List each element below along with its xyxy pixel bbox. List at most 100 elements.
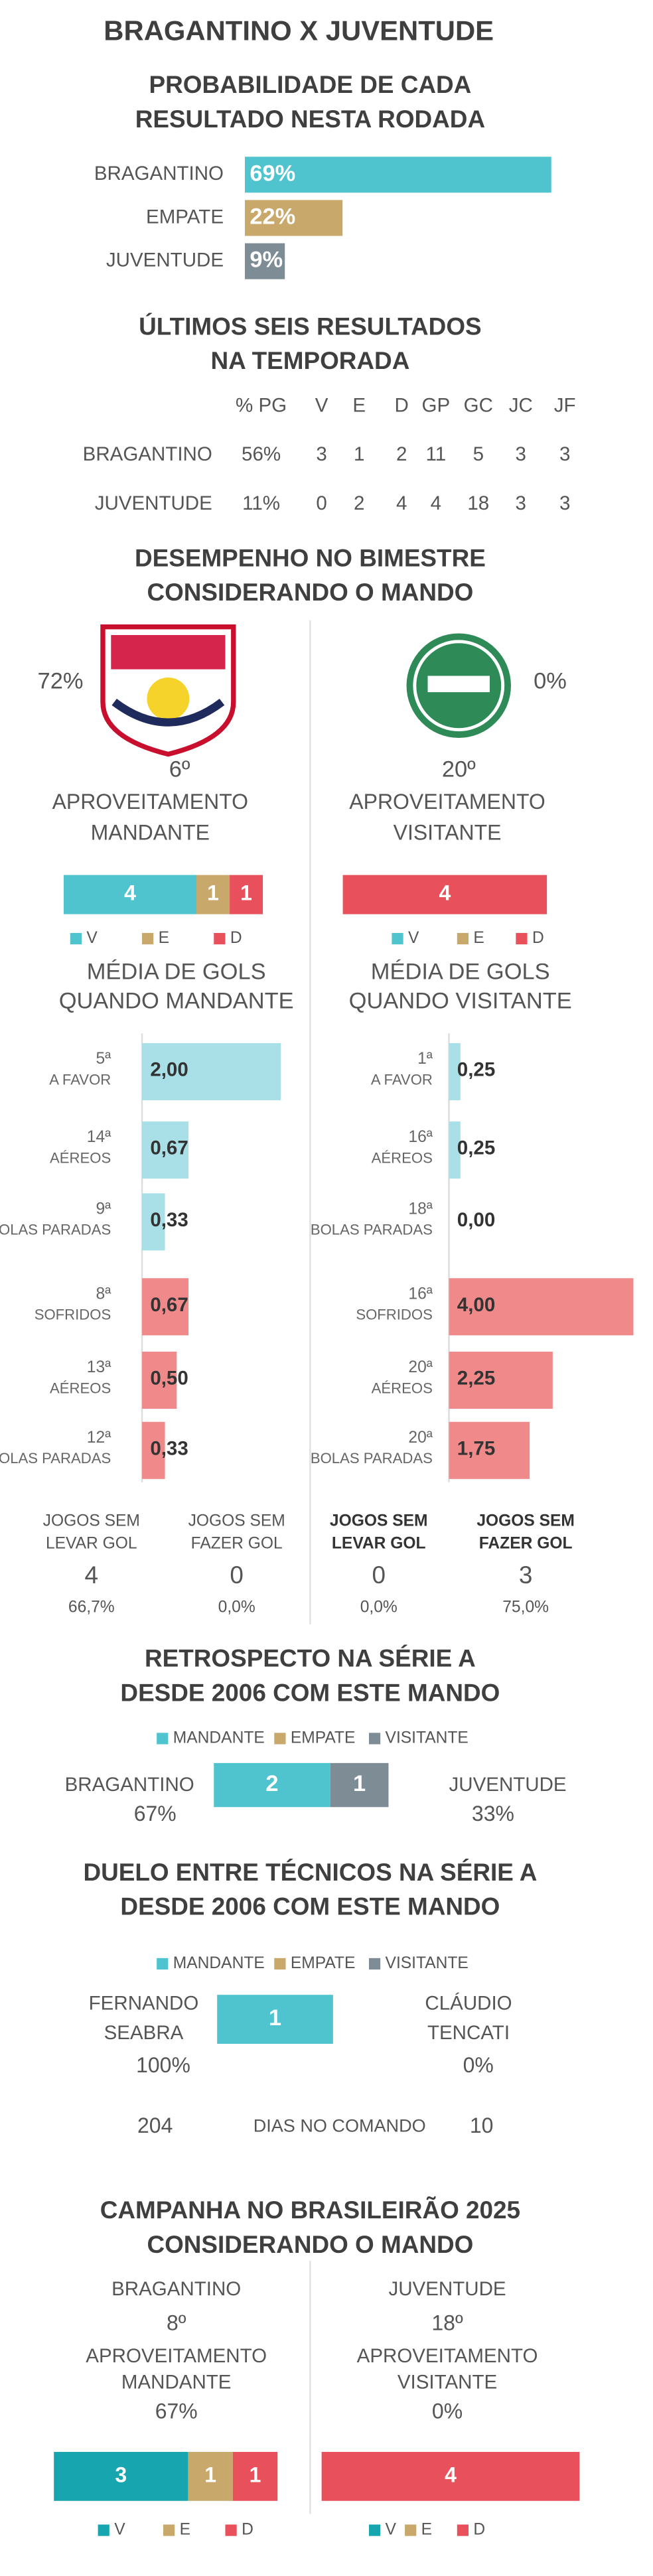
category-label: JUVENTUDE bbox=[106, 249, 224, 271]
legend-swatch bbox=[392, 932, 403, 945]
coach-name: SEABRA bbox=[104, 2022, 184, 2044]
goal-label: BOLAS PARADAS bbox=[0, 1222, 111, 1238]
legend-swatch bbox=[457, 2524, 469, 2536]
segment-label: 4 bbox=[439, 881, 451, 905]
section-title: CONSIDERANDO O MANDO bbox=[147, 579, 473, 606]
table-cell: 5 bbox=[473, 443, 484, 465]
clean-value: 0 bbox=[230, 1561, 244, 1589]
section-title: DESEMPENHO NO BIMESTRE bbox=[135, 545, 486, 572]
goal-rank: 8ª bbox=[96, 1285, 111, 1303]
section-title: CAMPANHA NO BRASILEIRÃO 2025 bbox=[100, 2196, 520, 2224]
goal-value: 2,25 bbox=[457, 1368, 495, 1390]
goal-value: 0,00 bbox=[457, 1209, 495, 1231]
rank-label: MANDANTE bbox=[121, 2371, 232, 2393]
column-header: JC bbox=[509, 394, 533, 416]
goal-bar bbox=[449, 1351, 553, 1409]
goal-rank: 9ª bbox=[96, 1200, 111, 1218]
legend-label: D bbox=[230, 929, 242, 947]
goal-rank: 13ª bbox=[87, 1358, 111, 1376]
bar-segment bbox=[330, 1762, 389, 1808]
bar-segment bbox=[214, 1762, 330, 1808]
segment-label: 1 bbox=[269, 2005, 281, 2031]
percent: 100% bbox=[136, 2053, 190, 2077]
percent: 67% bbox=[155, 2399, 198, 2423]
table-cell: 1 bbox=[354, 443, 364, 465]
goal-label: AÉREOS bbox=[50, 1380, 111, 1396]
legend-swatch bbox=[368, 1733, 381, 1745]
table-cell: 3 bbox=[559, 443, 570, 465]
goal-rank: 16ª bbox=[408, 1128, 433, 1146]
percent: 0% bbox=[432, 2399, 463, 2423]
category-label: BRAGANTINO bbox=[94, 163, 224, 184]
bar bbox=[245, 157, 551, 193]
bar-segment bbox=[342, 875, 547, 914]
legend-label: E bbox=[473, 929, 484, 947]
legend-swatch bbox=[157, 1958, 169, 1970]
goal-label: AÉREOS bbox=[372, 1380, 433, 1396]
clean-label: JOGOS SEM bbox=[330, 1512, 428, 1530]
goals-title: QUANDO VISITANTE bbox=[349, 989, 572, 1014]
legend-label: EMPATE bbox=[291, 1729, 355, 1747]
rank-label: APROVEITAMENTO bbox=[349, 790, 545, 814]
legend-swatch bbox=[274, 1733, 286, 1745]
percent: 67% bbox=[134, 1802, 177, 1825]
legend-swatch bbox=[225, 2524, 237, 2536]
days: 10 bbox=[470, 2113, 494, 2137]
section-title: CONSIDERANDO O MANDO bbox=[147, 2231, 473, 2258]
goals-title: MÉDIA DE GOLS bbox=[87, 958, 266, 984]
category-label: EMPATE bbox=[146, 206, 224, 228]
goal-bar bbox=[142, 1121, 189, 1179]
value-label: 22% bbox=[250, 204, 295, 230]
section-title: DUELO ENTRE TÉCNICOS NA SÉRIE A bbox=[83, 1859, 537, 1886]
table-cell: 3 bbox=[316, 443, 326, 465]
goal-bar bbox=[142, 1043, 281, 1101]
row-label: JUVENTUDE bbox=[95, 492, 212, 514]
coach-name: CLÁUDIO bbox=[425, 1993, 512, 2015]
goal-bar bbox=[142, 1351, 177, 1409]
table-cell: 4 bbox=[396, 492, 407, 514]
column-header: GP bbox=[421, 394, 450, 416]
goal-bar bbox=[449, 1278, 634, 1336]
goal-label: AÉREOS bbox=[50, 1150, 111, 1167]
legend-label: E bbox=[159, 929, 169, 947]
goal-rank: 16ª bbox=[408, 1285, 433, 1303]
bar-segment bbox=[63, 875, 197, 914]
legend-swatch bbox=[457, 932, 469, 945]
home-logo bbox=[100, 624, 236, 757]
legend-label: V bbox=[86, 929, 98, 947]
segment-label: 1 bbox=[240, 881, 252, 905]
legend-swatch bbox=[405, 2524, 417, 2536]
rank: 6º bbox=[169, 756, 190, 782]
column-header: E bbox=[352, 394, 366, 416]
clean-value: 0 bbox=[372, 1561, 386, 1589]
column-header: % PG bbox=[236, 394, 287, 416]
clean-label: LEVAR GOL bbox=[332, 1535, 426, 1553]
goal-value: 0,33 bbox=[150, 1209, 188, 1231]
legend-label: E bbox=[421, 2521, 432, 2539]
goal-rank: 20ª bbox=[408, 1429, 433, 1447]
goal-rank: 14ª bbox=[87, 1128, 111, 1146]
table-cell: 3 bbox=[559, 492, 570, 514]
bar-segment bbox=[232, 2451, 278, 2501]
clean-label: JOGOS SEM bbox=[476, 1512, 575, 1530]
table-cell: 56% bbox=[242, 443, 281, 465]
team: BRAGANTINO bbox=[111, 2278, 241, 2300]
legend-label: MANDANTE bbox=[173, 1954, 265, 1972]
rank-label: VISITANTE bbox=[394, 821, 502, 845]
percent: 0% bbox=[534, 668, 567, 693]
goal-rank: 18ª bbox=[408, 1200, 433, 1218]
goal-value: 0,67 bbox=[150, 1137, 188, 1159]
rank-label: MANDANTE bbox=[91, 821, 210, 845]
segment-label: 1 bbox=[204, 2463, 216, 2486]
value-label: 9% bbox=[250, 248, 283, 273]
rank-label: APROVEITAMENTO bbox=[52, 790, 248, 814]
days: 204 bbox=[137, 2113, 173, 2137]
legend-swatch bbox=[98, 2524, 109, 2536]
bar-segment bbox=[196, 875, 230, 914]
percent: 33% bbox=[472, 1802, 514, 1825]
rank: 20º bbox=[442, 756, 476, 782]
rank-label: APROVEITAMENTO bbox=[86, 2345, 267, 2367]
clean-label: FAZER GOL bbox=[191, 1535, 283, 1553]
legend-label: VISITANTE bbox=[386, 1954, 469, 1972]
